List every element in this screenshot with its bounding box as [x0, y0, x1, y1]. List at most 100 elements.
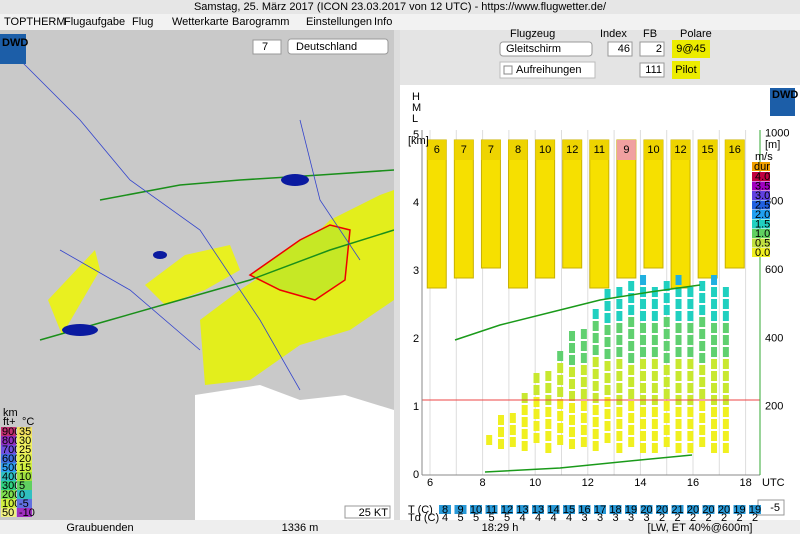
map-white	[195, 385, 394, 520]
thermal-cell	[640, 311, 647, 321]
title-bar	[0, 0, 800, 14]
t-box	[656, 505, 668, 514]
aufreihungen-box[interactable]	[499, 61, 596, 79]
thermal-cell	[675, 275, 682, 285]
thermal-cell	[604, 421, 611, 431]
logo: DWD	[772, 89, 798, 101]
thermal-cell	[545, 419, 552, 429]
cloud-top-label: 12	[566, 144, 578, 156]
zoom-field[interactable]	[252, 39, 282, 55]
aircraft-select[interactable]	[499, 41, 593, 57]
t-box	[687, 505, 699, 514]
thermal-cell	[640, 407, 647, 417]
fb[interactable]: 2	[656, 43, 662, 55]
thermal-cell	[592, 417, 599, 427]
cloud-top-label: 10	[539, 144, 551, 156]
region-select[interactable]	[287, 38, 389, 55]
thermal-cell	[604, 337, 611, 347]
thermal-cell	[533, 433, 540, 443]
logo-box	[770, 88, 795, 116]
menu-item[interactable]: Wetterkarte	[172, 16, 229, 28]
index[interactable]: 46	[618, 43, 630, 55]
thermal-cell	[687, 311, 694, 321]
thermal-cell	[580, 401, 587, 411]
region-select[interactable]: Deutschland	[296, 41, 357, 53]
pilot-button[interactable]	[672, 61, 700, 79]
thermal-cell	[651, 323, 658, 333]
ms-label: 4.0	[755, 171, 770, 183]
zoom[interactable]: 7	[262, 41, 268, 53]
td-value: 3	[628, 512, 634, 524]
thermal-cell	[663, 377, 670, 387]
ms-label: 3.0	[755, 190, 770, 202]
polare-field[interactable]	[672, 40, 710, 58]
legend-left: 500	[2, 462, 20, 474]
cloud-top-label: 7	[488, 144, 494, 156]
aufreihungen[interactable]: Aufreihungen	[516, 64, 581, 76]
t-box	[609, 505, 622, 514]
thermal-cell	[711, 371, 718, 381]
aircraft[interactable]: Gleitschirm	[506, 43, 561, 55]
thermal-cell	[616, 287, 623, 297]
offset[interactable]: -5	[770, 502, 780, 514]
t-value: 16	[578, 504, 590, 516]
thermal-cell	[557, 351, 564, 361]
legend-swatch	[17, 436, 32, 445]
m-tick: 1000	[765, 127, 789, 139]
window-title: Samstag, 25. März 2017 (ICON 23.03.2017 …	[194, 1, 607, 13]
legend-swatch	[17, 427, 32, 436]
legend-header: km	[3, 407, 18, 419]
checkbox[interactable]	[503, 65, 513, 75]
menu-item[interactable]: TOPTHERM	[4, 16, 66, 28]
thermal-cell	[663, 425, 670, 435]
control-label: FB	[643, 28, 657, 40]
thermal-cell	[687, 371, 694, 381]
thermal-cell	[592, 393, 599, 403]
thermal-cell	[711, 383, 718, 393]
ms-label: 2.5	[755, 199, 770, 211]
menu-item[interactable]: Info	[374, 16, 392, 28]
polare[interactable]: 9@45	[676, 43, 706, 55]
wind-scale-box	[344, 505, 391, 519]
thermal-cell	[651, 383, 658, 393]
thermal-cell	[521, 405, 528, 415]
menu-item[interactable]: Barogramm	[232, 16, 289, 28]
thermal-cell	[675, 299, 682, 309]
legend-swatch	[17, 445, 32, 454]
thermal-cell	[640, 371, 647, 381]
t-box	[485, 505, 498, 514]
td-value: 2	[752, 512, 758, 524]
thermal-cell	[628, 437, 635, 447]
thermal-cell	[580, 437, 587, 447]
fb-field[interactable]	[639, 41, 665, 57]
menu-item[interactable]: Einstellungen	[306, 16, 372, 28]
pilot[interactable]: Pilot	[675, 64, 696, 76]
thermal-cell	[675, 335, 682, 345]
weight[interactable]: 111	[645, 64, 662, 76]
td-value: 3	[643, 512, 649, 524]
level-label: H	[412, 91, 420, 103]
td-value: 3	[597, 512, 603, 524]
thermal-cell	[640, 335, 647, 345]
td-value: 2	[659, 512, 665, 524]
thermal-cell	[604, 325, 611, 335]
thermal-cell	[557, 387, 564, 397]
thermal-cell	[651, 299, 658, 309]
utc-label: UTC	[762, 477, 785, 489]
index-field[interactable]	[607, 41, 633, 57]
td-value: 5	[504, 512, 510, 524]
control-label: Index	[600, 28, 627, 40]
legend-swatch	[1, 454, 16, 463]
hour-tick: 8	[480, 477, 486, 489]
thermal-cell	[628, 353, 635, 363]
ms-label: 3.5	[755, 180, 770, 192]
menu-item[interactable]: Flug	[132, 16, 153, 28]
menu-item[interactable]: Flugaufgabe	[64, 16, 125, 28]
km-tick: 5	[413, 129, 419, 141]
weight-field[interactable]	[639, 62, 665, 78]
td-label: Td (C)	[408, 512, 439, 524]
t-box	[470, 505, 482, 514]
thermal-cell	[699, 341, 706, 351]
thermal-cell	[722, 359, 729, 369]
ms-label: 0.0	[755, 247, 770, 259]
